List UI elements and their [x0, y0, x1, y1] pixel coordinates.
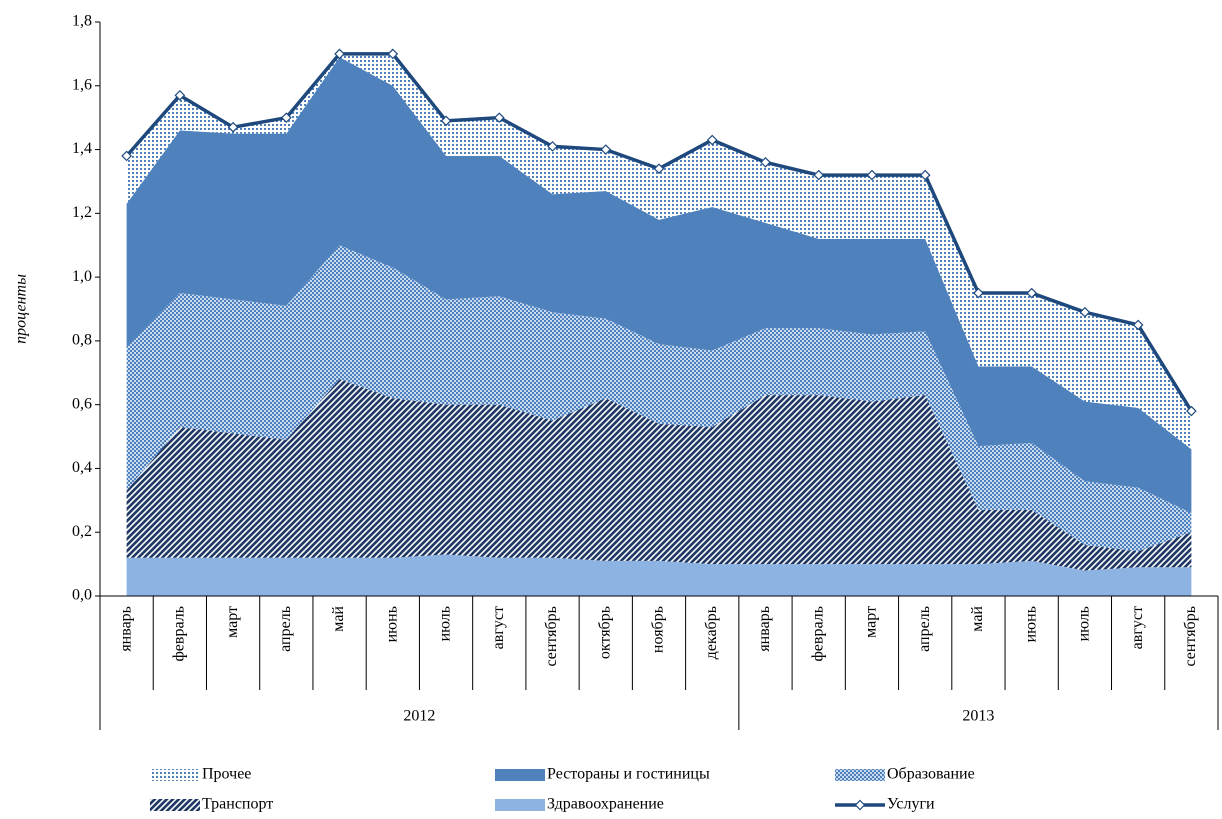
area	[126, 245, 1192, 552]
y-tick-label: 1,0	[72, 268, 92, 285]
marker	[973, 287, 984, 299]
marker	[653, 163, 665, 175]
marker	[600, 144, 612, 155]
x-tick-label: март	[863, 606, 880, 638]
y-tick-label: 0,6	[72, 395, 92, 412]
legend-swatch	[150, 769, 200, 781]
marker	[813, 169, 825, 181]
marker	[1186, 405, 1197, 417]
marker	[334, 48, 345, 60]
marker	[1079, 306, 1091, 318]
marker	[1132, 319, 1144, 331]
marker	[440, 115, 452, 127]
x-tick-label: июль	[437, 606, 454, 641]
area	[126, 554, 1192, 596]
legend-swatch	[150, 799, 200, 811]
x-tick-label: ноябрь	[650, 606, 667, 653]
x-tick-label: май	[330, 606, 347, 632]
legend-label: Услуги	[887, 796, 935, 813]
x-tick-label: апрель	[916, 606, 933, 652]
marker	[280, 112, 292, 124]
legend-label: Образование	[887, 766, 975, 783]
x-group-label: 2012	[403, 708, 435, 725]
y-tick-label: 0,2	[72, 523, 92, 540]
x-tick-label: январь	[117, 606, 134, 652]
marker	[706, 134, 718, 146]
legend-label: Транспорт	[202, 796, 273, 813]
marker	[866, 169, 878, 181]
x-tick-label: сентябрь	[1182, 606, 1199, 667]
marker	[919, 169, 931, 181]
y-tick-label: 0,8	[72, 332, 92, 349]
legend-label: Прочее	[202, 766, 251, 783]
x-tick-label: июнь	[383, 606, 400, 642]
legend-label: Здравоохранение	[547, 796, 664, 813]
y-tick-label: 1,2	[72, 204, 92, 221]
marker	[121, 150, 132, 162]
x-tick-label: март	[224, 606, 241, 638]
x-tick-label: август	[490, 606, 507, 649]
legend-swatch	[495, 799, 545, 811]
legend-swatch	[495, 769, 545, 781]
marker	[1026, 287, 1038, 299]
marker	[760, 156, 771, 168]
x-tick-label: июнь	[1022, 606, 1039, 642]
x-tick-label: август	[1129, 606, 1146, 649]
x-tick-label: май	[969, 606, 986, 632]
x-tick-label: июль	[1076, 606, 1093, 641]
legend-marker	[854, 799, 866, 811]
area	[126, 379, 1192, 571]
x-tick-label: февраль	[171, 606, 188, 662]
marker	[227, 121, 239, 133]
x-tick-label: январь	[756, 606, 773, 652]
y-tick-label: 0,4	[72, 459, 92, 476]
legend-swatch	[835, 769, 885, 781]
y-tick-label: 1,4	[72, 140, 92, 157]
y-tick-label: 1,8	[72, 13, 92, 30]
marker	[493, 112, 505, 124]
x-tick-label: февраль	[809, 606, 826, 662]
marker	[174, 89, 186, 101]
x-tick-label: апрель	[277, 606, 294, 652]
legend-label: Рестораны и гостиницы	[547, 766, 710, 783]
x-tick-label: сентябрь	[543, 606, 560, 667]
y-axis-label: проценты	[13, 274, 30, 344]
area	[126, 57, 1192, 514]
x-group-label: 2013	[962, 708, 994, 725]
y-tick-label: 1,6	[72, 76, 92, 93]
y-tick-label: 0,0	[72, 587, 92, 604]
x-tick-label: декабрь	[703, 606, 720, 659]
marker	[387, 48, 399, 60]
marker	[547, 141, 558, 152]
x-tick-label: октябрь	[596, 606, 613, 659]
